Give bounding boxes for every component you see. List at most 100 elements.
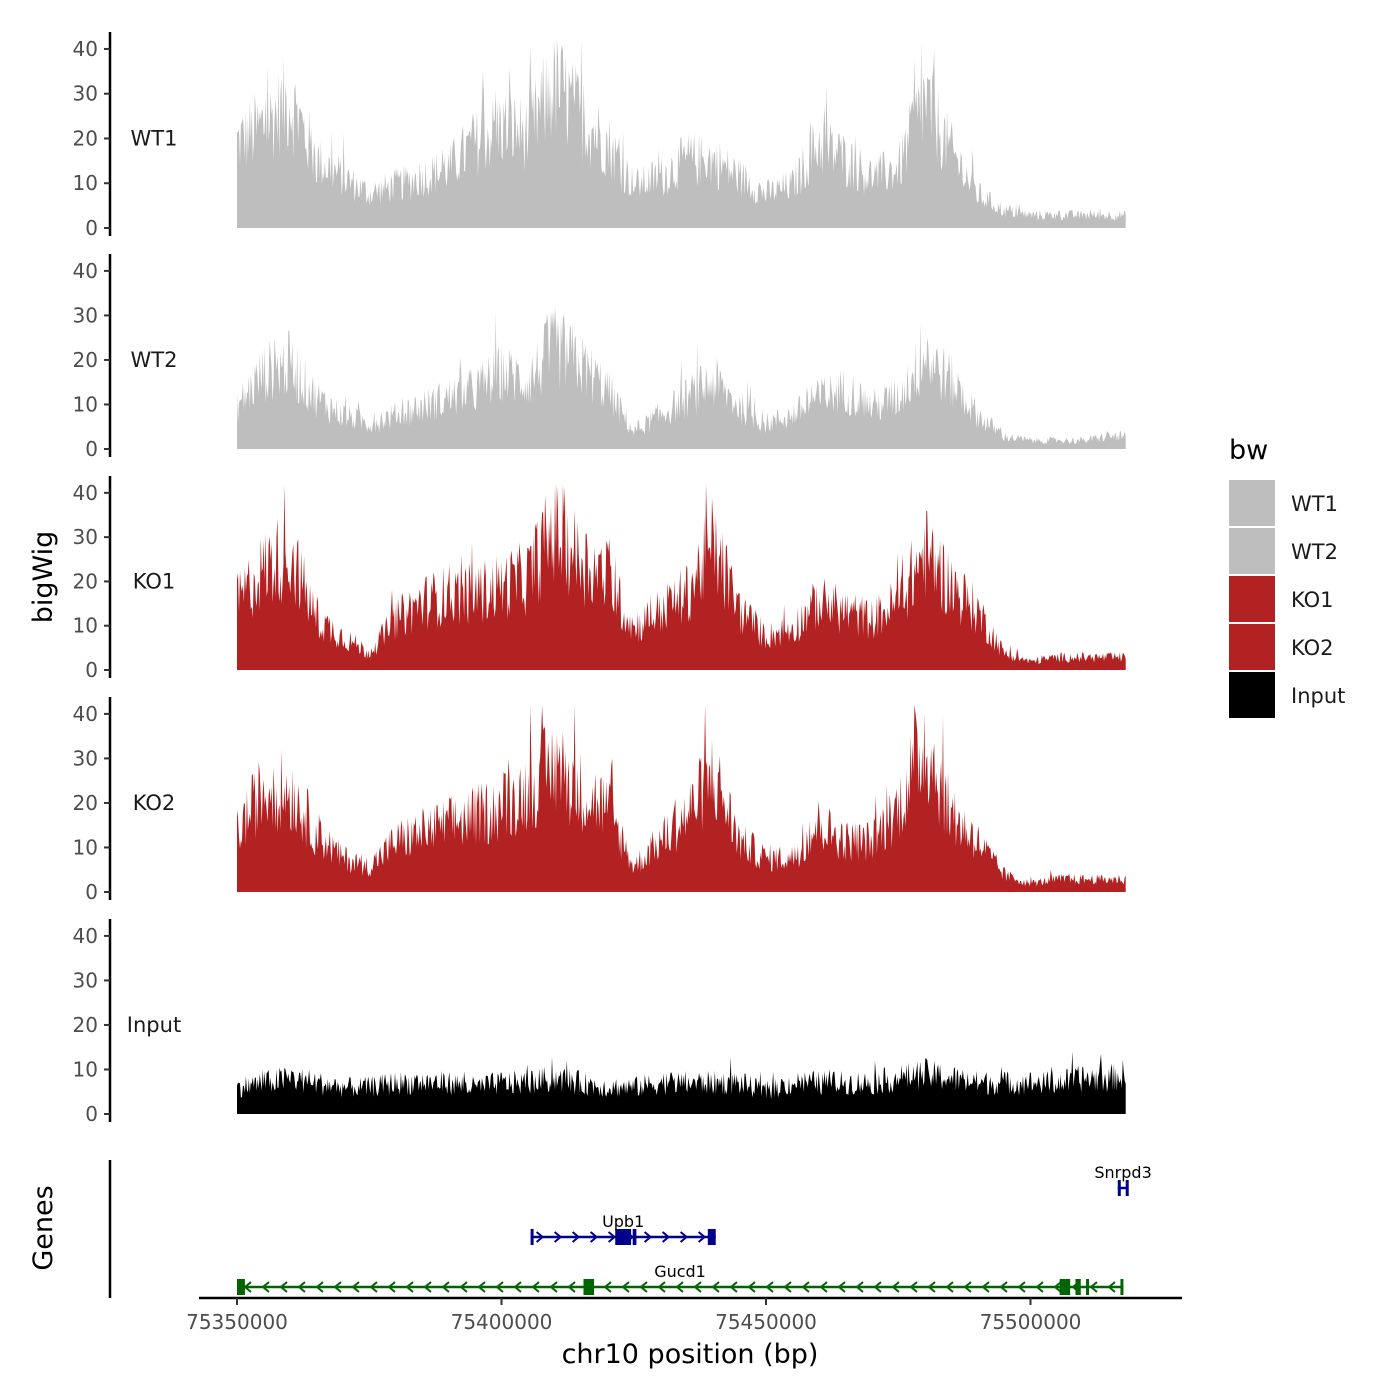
strand-arrow [819, 1281, 828, 1293]
gene-gucd1: Gucd1 [237, 1262, 1124, 1295]
y-tick-label: 30 [73, 303, 98, 327]
strand-arrow [747, 1281, 756, 1293]
y-tick-label: 20 [73, 348, 98, 372]
exon [632, 1229, 637, 1245]
strand-arrow [279, 1281, 288, 1293]
strand-arrow [675, 1281, 684, 1293]
legend-key-input [1229, 672, 1275, 718]
exon [530, 1229, 534, 1245]
y-tick-label: 40 [73, 481, 98, 505]
y-tick-label: 0 [85, 658, 98, 682]
y-tick-label: 30 [73, 82, 98, 106]
strand-arrow [873, 1281, 882, 1293]
legend-label: KO2 [1291, 636, 1334, 660]
exon [237, 1279, 245, 1295]
exon [1075, 1279, 1081, 1295]
strand-arrow [589, 1231, 599, 1243]
exon [583, 1279, 595, 1295]
legend-key-wt1 [1229, 480, 1275, 526]
strand-arrow [333, 1281, 342, 1293]
strand-arrow [909, 1281, 918, 1293]
x-axis-title: chr10 position (bp) [562, 1339, 819, 1370]
gene-label: Gucd1 [654, 1262, 706, 1281]
strand-arrow [661, 1231, 671, 1243]
strand-arrow [801, 1281, 810, 1293]
strand-arrow [531, 1281, 540, 1293]
legend-title: bw [1229, 435, 1268, 466]
track-label: Input [127, 1013, 181, 1037]
track-label: WT1 [131, 126, 178, 150]
strand-arrow [351, 1281, 360, 1293]
coverage-area-ko2 [237, 705, 1126, 892]
track-input: 0 10 20 30 40 Input [73, 919, 1126, 1126]
legend-label: WT1 [1291, 492, 1338, 516]
strand-arrow [1017, 1281, 1026, 1293]
strand-arrow [1053, 1281, 1062, 1293]
track-label: KO2 [133, 791, 176, 815]
strand-arrow [441, 1281, 450, 1293]
strand-arrow [567, 1281, 576, 1293]
y-tick-label: 20 [73, 126, 98, 150]
y-tick-label: 30 [73, 746, 98, 770]
y-tick-label: 0 [85, 880, 98, 904]
track-ko2: 0 10 20 30 40 KO2 [73, 697, 1126, 904]
strand-arrow [387, 1281, 396, 1293]
x-tick-label: 75500000 [980, 1310, 1082, 1334]
strand-arrow [405, 1281, 414, 1293]
exon [1059, 1279, 1071, 1295]
strand-arrow [927, 1281, 936, 1293]
x-tick-label: 75350000 [186, 1310, 288, 1334]
y-tick-label: 0 [85, 216, 98, 240]
strand-arrow [297, 1281, 306, 1293]
strand-arrow [783, 1281, 792, 1293]
y-tick-label: 20 [73, 791, 98, 815]
gene-upb1: Upb1 [530, 1212, 716, 1245]
y-tick-label: 10 [73, 835, 98, 859]
exon [707, 1229, 716, 1245]
genes-axis-title: Genes [28, 1185, 59, 1270]
y-tick-label: 0 [85, 1102, 98, 1126]
y-axis-title: bigWig [28, 531, 59, 624]
strand-arrow [1035, 1281, 1044, 1293]
strand-arrow [607, 1231, 617, 1243]
gene-label: Upb1 [602, 1212, 644, 1231]
strand-arrow [495, 1281, 504, 1293]
strand-arrow [891, 1281, 900, 1293]
strand-arrow [315, 1281, 324, 1293]
track-ko1: 0 10 20 30 40 KO1 [73, 476, 1126, 682]
track-label: KO1 [133, 569, 176, 593]
strand-arrow [639, 1281, 648, 1293]
legend-key-wt2 [1229, 528, 1275, 574]
genes-panel: Snrpd3 Upb1 Gucd1 [108, 1160, 1152, 1298]
strand-arrow [679, 1231, 689, 1243]
track-label: WT2 [131, 348, 178, 372]
strand-arrow [711, 1281, 720, 1293]
exon [1125, 1180, 1129, 1196]
strand-arrow [423, 1281, 432, 1293]
y-tick-label: 10 [73, 614, 98, 638]
strand-arrow [963, 1281, 972, 1293]
strand-arrow [535, 1231, 545, 1243]
track-wt1: 0 10 20 30 40 WT1 [73, 32, 1126, 240]
x-tick-label: 75400000 [451, 1310, 553, 1334]
y-tick-label: 10 [73, 392, 98, 416]
y-tick-label: 40 [73, 924, 98, 948]
legend-label: WT2 [1291, 540, 1338, 564]
exon [615, 1229, 632, 1245]
strand-arrow [981, 1281, 990, 1293]
strand-arrow [729, 1281, 738, 1293]
legend-key-ko2 [1229, 624, 1275, 670]
strand-arrow [621, 1281, 630, 1293]
legend-key-ko1 [1229, 576, 1275, 622]
y-tick-label: 10 [73, 1057, 98, 1081]
y-tick-label: 10 [73, 171, 98, 195]
x-axis: 75350000 75400000 75450000 75500000 [186, 1296, 1182, 1334]
strand-arrow [459, 1281, 468, 1293]
gene-snrpd3: Snrpd3 [1094, 1163, 1152, 1196]
y-tick-label: 40 [73, 702, 98, 726]
y-tick-label: 20 [73, 1013, 98, 1037]
legend-label: KO1 [1291, 588, 1334, 612]
exon [1117, 1180, 1121, 1196]
strand-arrow [1089, 1281, 1098, 1293]
strand-arrow [693, 1281, 702, 1293]
